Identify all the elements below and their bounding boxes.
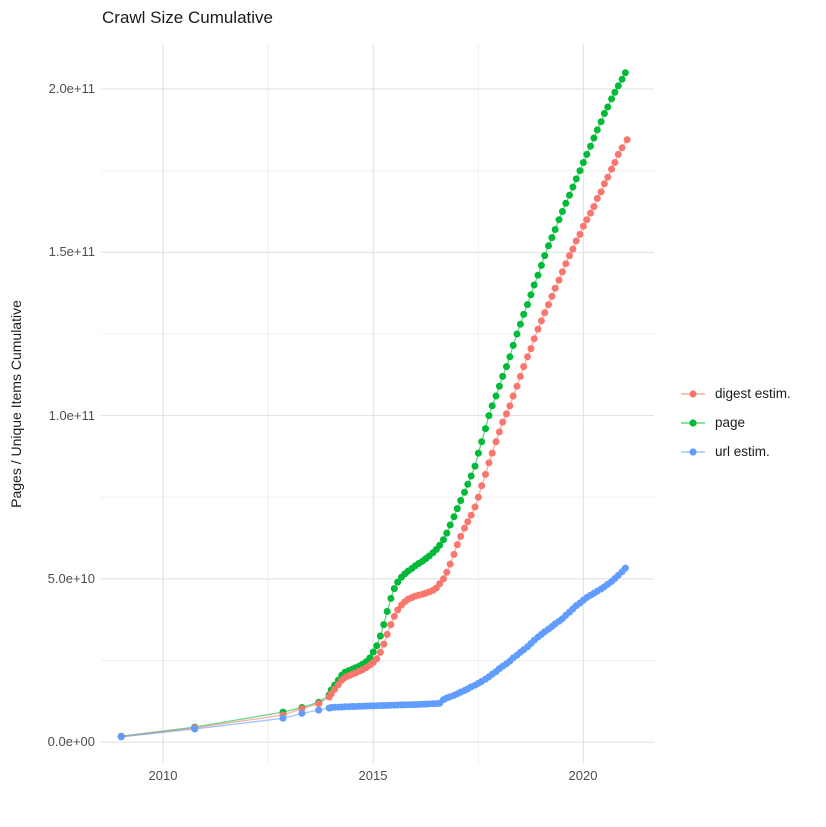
x-tick-label-2020: 2020 bbox=[568, 768, 598, 783]
legend-key-page-icon bbox=[681, 418, 705, 427]
legend-label-page: page bbox=[715, 415, 746, 430]
legend-item-url-estim: url estim. bbox=[680, 437, 791, 466]
legend-key-digest-icon bbox=[681, 389, 705, 398]
y-tick-label-1_5e11: 1.5e+11 bbox=[48, 244, 95, 259]
y-axis-label: Pages / Unique Items Cumulative bbox=[8, 300, 24, 508]
legend-key-url-estim-icon bbox=[681, 447, 705, 456]
y-tick-label-1e11: 1.0e+11 bbox=[48, 408, 95, 423]
y-tick-label-0: 0.0e+00 bbox=[47, 734, 95, 749]
legend-label-url-estim: url estim. bbox=[715, 444, 770, 459]
y-tick-label-5e10: 5.0e+10 bbox=[47, 571, 95, 586]
chart-title: Crawl Size Cumulative bbox=[102, 8, 273, 27]
legend-item-page: page bbox=[680, 408, 791, 437]
legend-label-digest-estim: digest estim. bbox=[715, 386, 791, 401]
legend-item-digest-estim: digest estim. bbox=[680, 379, 791, 408]
x-tick-label-2010: 2010 bbox=[148, 768, 178, 783]
legend: digest estim. page url estim. bbox=[680, 379, 791, 466]
y-tick-label-2e11: 2.0e+11 bbox=[48, 81, 95, 96]
x-tick-label-2015: 2015 bbox=[358, 768, 388, 783]
